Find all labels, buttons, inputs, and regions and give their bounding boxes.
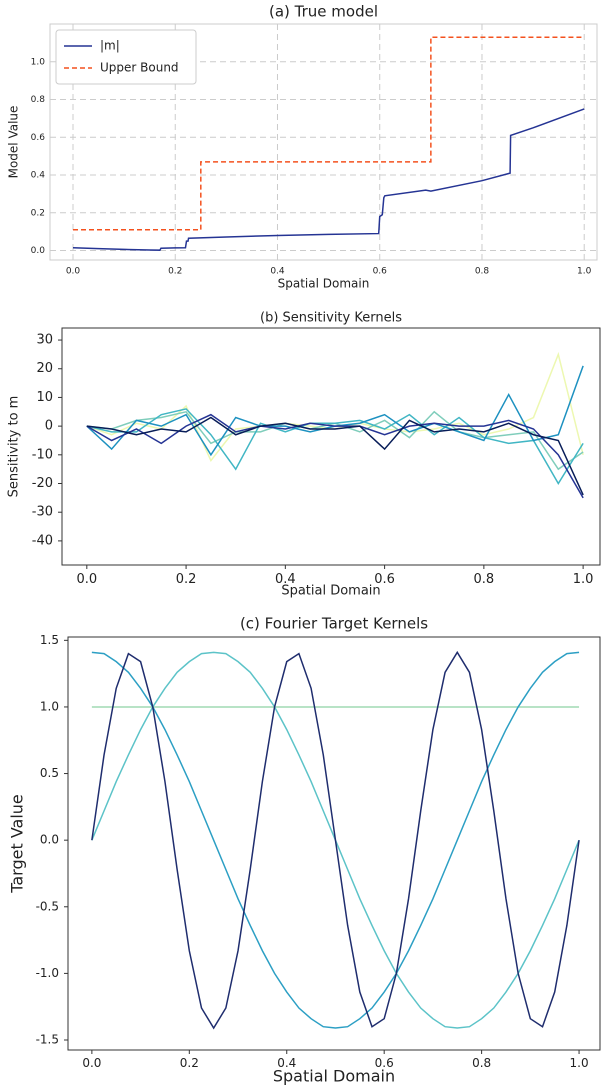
y-tick-label: 0.6 [31, 133, 46, 143]
x-tick-label: 0.6 [375, 1056, 394, 1070]
x-tick-label: 0.2 [168, 267, 182, 277]
x-tick-label: 0.8 [475, 267, 490, 277]
x-tick-label: 0.0 [66, 267, 81, 277]
plot-frame [49, 23, 598, 261]
chart-title: (a) True model [269, 3, 378, 21]
series-line [72, 108, 585, 251]
x-tick-label: 1.0 [570, 1056, 589, 1070]
y-tick-label: 0.0 [31, 246, 46, 256]
series-line [86, 413, 584, 499]
y-tick-label: -0.5 [36, 899, 59, 913]
x-tick-label: 0.4 [270, 267, 285, 277]
x-tick-label: 0.0 [82, 1056, 101, 1070]
x-tick-label: 0.2 [176, 572, 197, 587]
y-tick-label: -10 [32, 447, 53, 462]
y-tick-label: 20 [36, 361, 53, 376]
series-line [91, 650, 580, 1030]
x-tick-label: 0.4 [275, 572, 296, 587]
y-tick-label: 30 [36, 333, 53, 348]
series-line [86, 365, 584, 457]
x-axis-label: Spatial Domain [281, 584, 380, 599]
x-tick-label: 0.2 [180, 1056, 199, 1070]
chart-title: (c) Fourier Target Kernels [240, 615, 428, 633]
x-tick-label: 0.6 [374, 572, 395, 587]
x-tick-label: 1.0 [573, 572, 594, 587]
y-tick-label: -30 [32, 505, 53, 520]
y-axis-label: Target Value [8, 794, 27, 894]
x-tick-label: 1.0 [577, 267, 592, 277]
y-tick-label: 0.2 [31, 208, 45, 218]
plot-frame [67, 636, 601, 1051]
chart-title: (b) Sensitivity Kernels [260, 311, 402, 326]
x-axis-label: Spatial Domain [273, 1067, 395, 1086]
y-tick-label: -20 [32, 476, 53, 491]
series-line [86, 408, 584, 485]
y-tick-label: -1.0 [36, 966, 59, 980]
x-tick-label: 0.4 [277, 1056, 296, 1070]
series-line [86, 416, 584, 496]
x-tick-label: 0.0 [76, 572, 97, 587]
series-line [73, 36, 585, 231]
series-line [91, 651, 580, 1029]
x-tick-label: 0.8 [474, 572, 495, 587]
y-tick-label: 10 [36, 390, 53, 405]
legend-label: |m| [100, 39, 120, 53]
y-tick-label: -40 [32, 533, 53, 548]
y-tick-label: -1.5 [36, 1033, 59, 1047]
y-tick-label: 1.5 [40, 633, 59, 647]
y-axis-label: Model Value [7, 106, 21, 179]
x-axis-label: Spatial Domain [278, 277, 370, 291]
y-tick-label: 0.4 [31, 171, 46, 181]
y-tick-label: 1.0 [40, 699, 59, 713]
y-tick-label: 0.8 [31, 95, 46, 105]
y-tick-label: 0 [45, 419, 53, 434]
y-tick-label: 0.0 [40, 833, 59, 847]
x-tick-label: 0.6 [373, 267, 388, 277]
legend-label: Upper Bound [100, 61, 179, 75]
plot-frame [61, 327, 601, 566]
x-tick-label: 0.8 [472, 1056, 491, 1070]
y-tick-label: 1.0 [31, 57, 46, 67]
series-line [86, 351, 584, 462]
y-axis-label: Sensitivity to m [7, 396, 22, 498]
legend-box [55, 29, 197, 85]
y-tick-label: 0.5 [40, 766, 59, 780]
